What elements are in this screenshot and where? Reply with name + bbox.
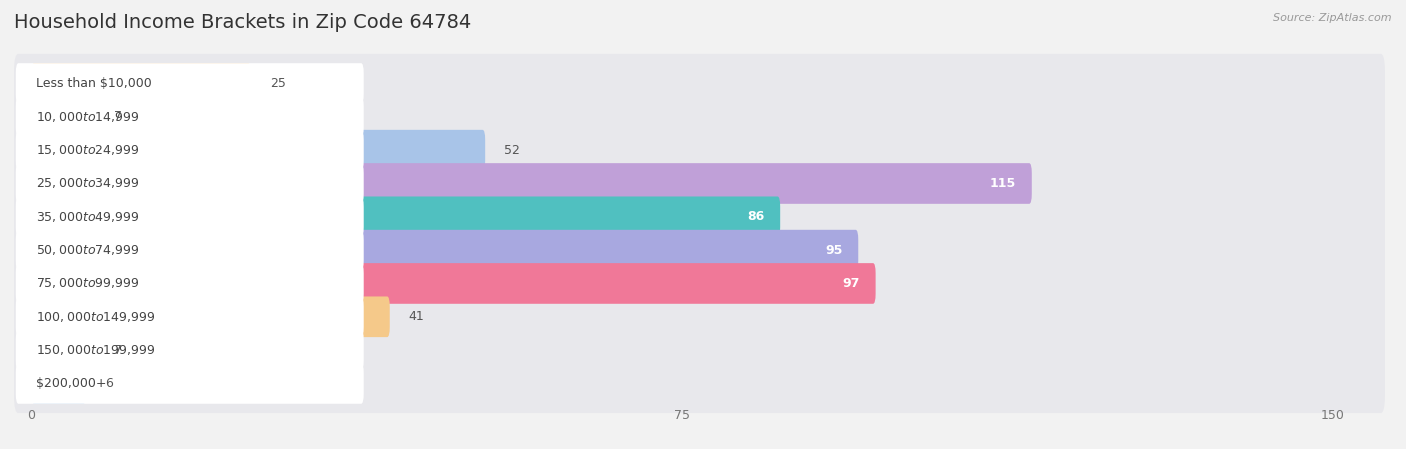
Text: $10,000 to $14,999: $10,000 to $14,999 [35,110,139,124]
Text: $50,000 to $74,999: $50,000 to $74,999 [35,243,139,257]
Text: 95: 95 [825,244,842,257]
Text: $100,000 to $149,999: $100,000 to $149,999 [35,310,155,324]
FancyBboxPatch shape [14,120,1385,180]
FancyBboxPatch shape [15,197,364,237]
FancyBboxPatch shape [15,330,364,370]
Text: $25,000 to $34,999: $25,000 to $34,999 [35,176,139,190]
FancyBboxPatch shape [15,230,364,270]
FancyBboxPatch shape [15,163,364,204]
FancyBboxPatch shape [31,163,1032,204]
FancyBboxPatch shape [14,354,1385,413]
FancyBboxPatch shape [14,54,1385,113]
Text: Household Income Brackets in Zip Code 64784: Household Income Brackets in Zip Code 64… [14,13,471,32]
FancyBboxPatch shape [15,363,364,404]
FancyBboxPatch shape [14,220,1385,280]
FancyBboxPatch shape [14,187,1385,247]
Text: $35,000 to $49,999: $35,000 to $49,999 [35,210,139,224]
Text: $200,000+: $200,000+ [35,377,107,390]
Text: 115: 115 [990,177,1017,190]
FancyBboxPatch shape [31,263,876,304]
Text: 41: 41 [409,310,425,323]
Text: 97: 97 [842,277,860,290]
FancyBboxPatch shape [31,330,94,370]
Text: Less than $10,000: Less than $10,000 [35,77,152,90]
Text: $150,000 to $199,999: $150,000 to $199,999 [35,343,155,357]
Text: 7: 7 [114,110,122,123]
FancyBboxPatch shape [14,254,1385,313]
FancyBboxPatch shape [31,296,389,337]
FancyBboxPatch shape [15,130,364,171]
FancyBboxPatch shape [31,363,86,404]
FancyBboxPatch shape [15,97,364,137]
FancyBboxPatch shape [31,197,780,237]
FancyBboxPatch shape [14,321,1385,380]
FancyBboxPatch shape [14,87,1385,146]
Text: 6: 6 [105,377,112,390]
Text: 7: 7 [114,343,122,357]
FancyBboxPatch shape [15,296,364,337]
FancyBboxPatch shape [15,63,364,104]
FancyBboxPatch shape [14,154,1385,213]
Text: $15,000 to $24,999: $15,000 to $24,999 [35,143,139,157]
Text: Source: ZipAtlas.com: Source: ZipAtlas.com [1274,13,1392,23]
FancyBboxPatch shape [31,130,485,171]
Text: 25: 25 [270,77,285,90]
Text: 86: 86 [748,210,765,223]
FancyBboxPatch shape [15,263,364,304]
FancyBboxPatch shape [31,97,94,137]
FancyBboxPatch shape [31,230,858,270]
Text: $75,000 to $99,999: $75,000 to $99,999 [35,277,139,291]
FancyBboxPatch shape [14,287,1385,347]
Text: 52: 52 [505,144,520,157]
FancyBboxPatch shape [31,63,250,104]
